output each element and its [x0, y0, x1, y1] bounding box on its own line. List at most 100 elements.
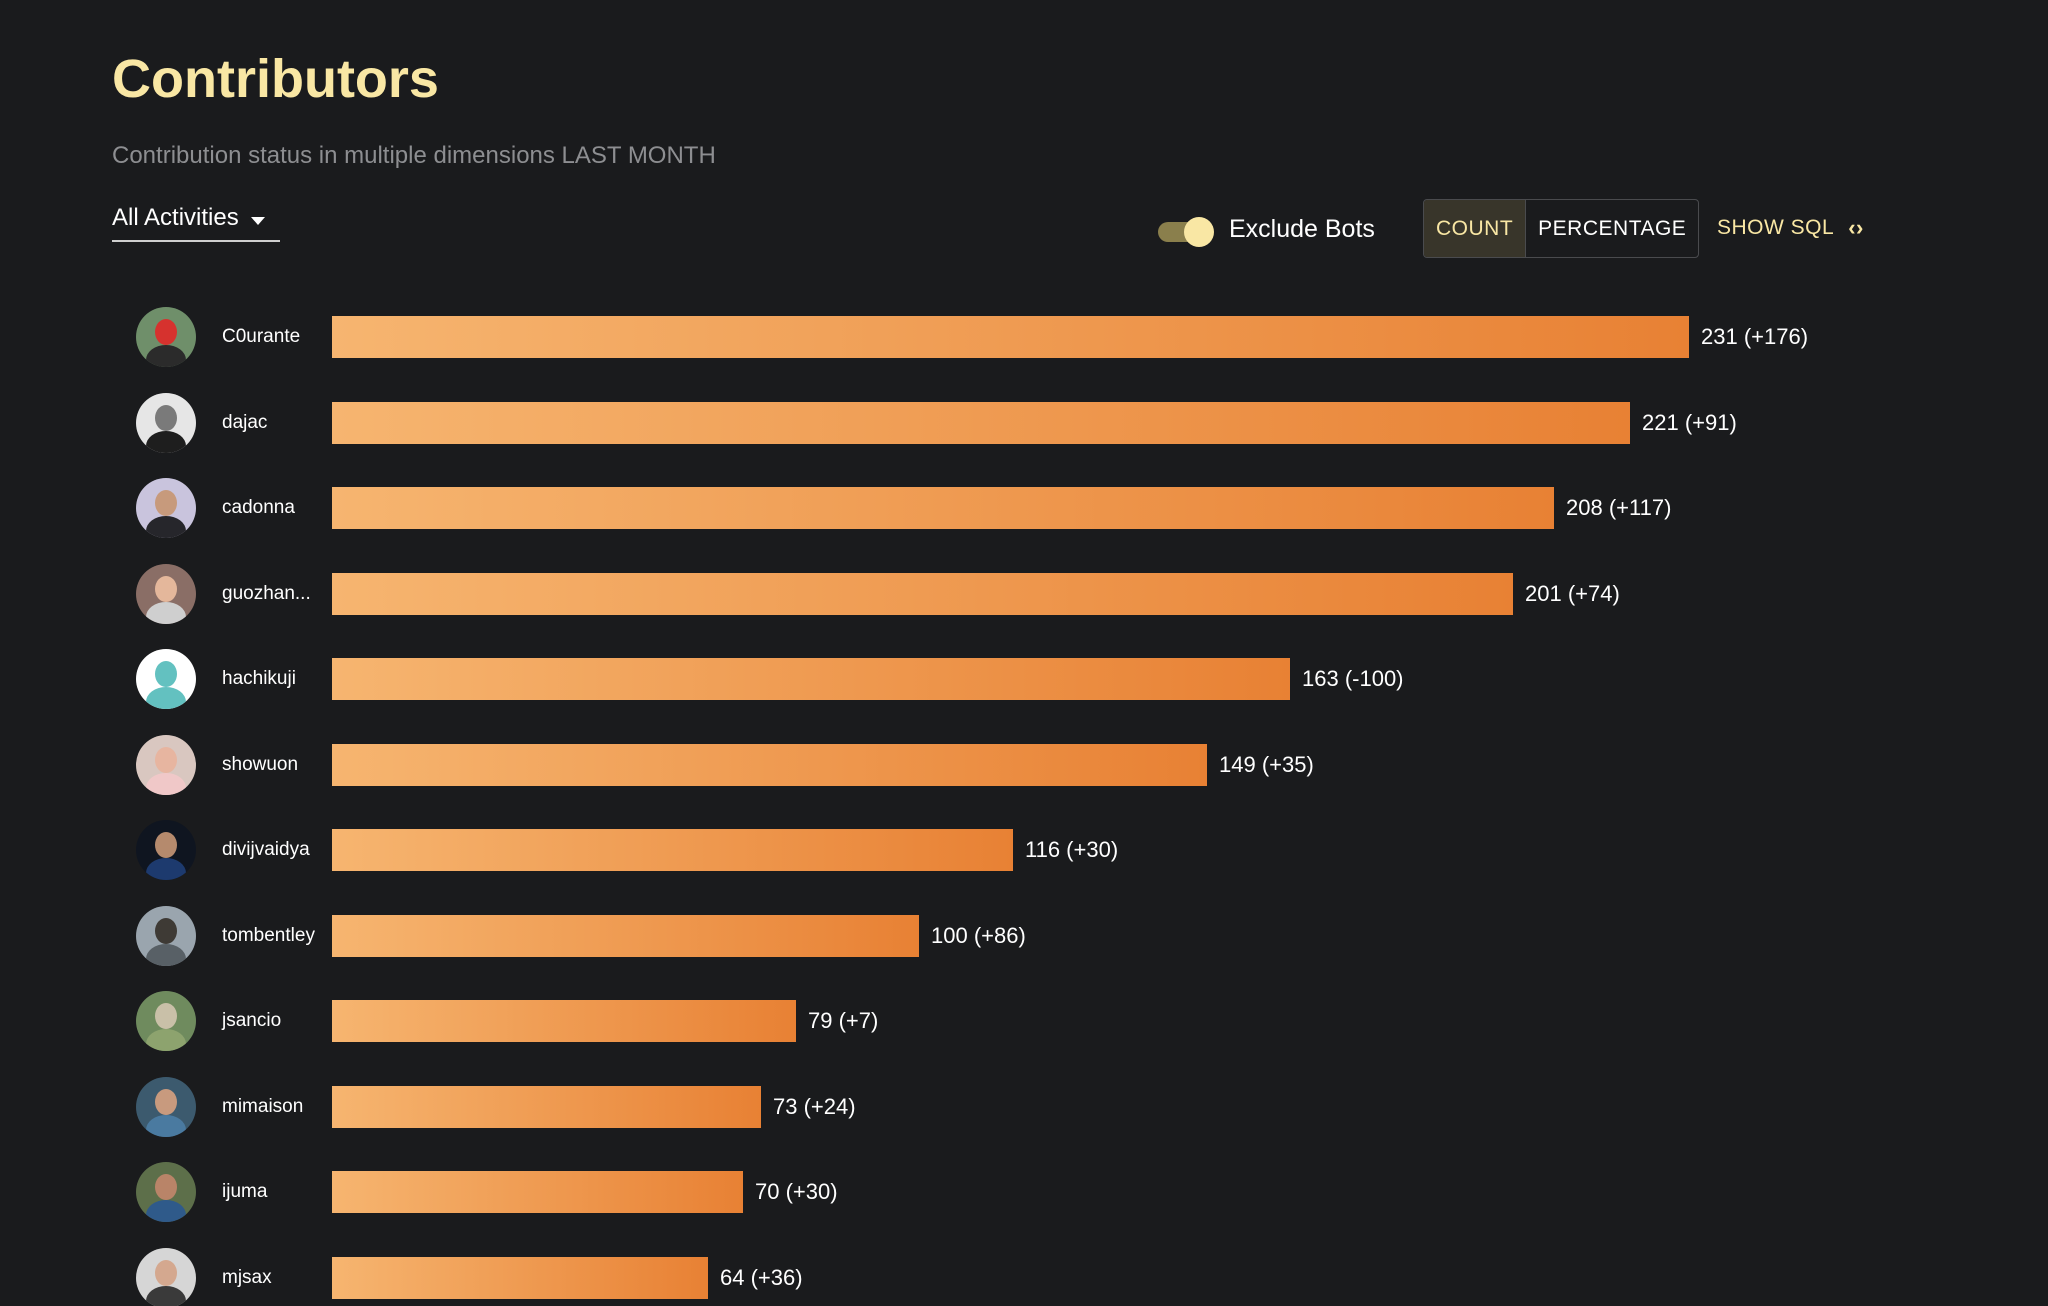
show-sql-label: SHOW SQL: [1717, 216, 1835, 239]
avatar[interactable]: [136, 905, 196, 966]
avatar-head: [155, 1003, 177, 1029]
avatar-head: [155, 746, 177, 773]
bar-value-label: 79 (+7): [808, 1008, 879, 1033]
avatar[interactable]: [136, 1076, 196, 1137]
contributor-row: jsancio 79 (+7): [0, 991, 2048, 1051]
avatar-body: [146, 772, 186, 795]
contribution-bar[interactable]: [332, 1000, 796, 1042]
show-sql-button[interactable]: SHOW SQL ‹›: [1717, 212, 1864, 244]
page-title: Contributors: [112, 49, 439, 109]
percentage-button[interactable]: PERCENTAGE: [1538, 217, 1687, 240]
avatar-body: [146, 1029, 186, 1051]
contribution-bar[interactable]: [332, 829, 1013, 871]
avatar[interactable]: [136, 734, 196, 795]
bar-value-label: 201 (+74): [1525, 580, 1620, 606]
contribution-bar[interactable]: [332, 914, 919, 957]
avatar-head: [155, 319, 177, 345]
avatar-head: [155, 1259, 177, 1286]
bar-value-label: 163 (-100): [1302, 666, 1404, 691]
avatar-head: [155, 1088, 177, 1115]
contributor-row: dajac 221 (+91): [0, 392, 2048, 453]
bar-value-label: 64 (+36): [720, 1264, 803, 1290]
contribution-bar[interactable]: [332, 572, 1513, 615]
avatar[interactable]: [136, 991, 196, 1051]
avatar-head: [155, 917, 177, 944]
contributor-name[interactable]: dajac: [222, 411, 268, 433]
contribution-bar[interactable]: [332, 1256, 708, 1299]
avatar-body: [146, 345, 186, 367]
contributor-row: divijvaidya 116 (+30): [0, 820, 2048, 880]
contributor-row: hachikuji 163 (-100): [0, 649, 2048, 709]
avatar-head: [155, 404, 177, 431]
contribution-bar[interactable]: [332, 1171, 743, 1213]
contribution-bar[interactable]: [332, 316, 1689, 358]
exclude-bots-label[interactable]: Exclude Bots: [1229, 215, 1375, 243]
activity-select-label: All Activities: [112, 204, 239, 231]
avatar[interactable]: [136, 1247, 196, 1306]
bar-value-label: 116 (+30): [1025, 837, 1119, 862]
contributor-row: mimaison 73 (+24): [0, 1076, 2048, 1137]
avatar-head: [155, 490, 177, 516]
avatar-body: [146, 601, 186, 624]
contributor-row: mjsax 64 (+36): [0, 1247, 2048, 1306]
count-button[interactable]: COUNT: [1424, 200, 1527, 257]
avatar[interactable]: [136, 1162, 196, 1222]
page-subtitle: Contribution status in multiple dimensio…: [112, 142, 716, 169]
contributor-name[interactable]: C0urante: [222, 326, 301, 347]
contribution-bar[interactable]: [332, 1085, 761, 1128]
contributor-row: cadonna 208 (+117): [0, 478, 2048, 538]
avatar-body: [146, 516, 186, 538]
contribution-bar[interactable]: [332, 658, 1290, 700]
contributor-name[interactable]: divijvaidya: [222, 839, 310, 860]
avatar-head: [155, 1174, 177, 1200]
activity-select[interactable]: All Activities: [112, 202, 280, 242]
bar-value-label: 231 (+176): [1701, 324, 1809, 349]
contributor-row: tombentley 100 (+86): [0, 905, 2048, 966]
bar-value-label: 149 (+35): [1219, 751, 1314, 777]
contributor-name[interactable]: tombentley: [222, 924, 315, 946]
avatar[interactable]: [136, 649, 196, 709]
avatar[interactable]: [136, 307, 196, 367]
avatar-body: [146, 687, 186, 709]
contributor-name[interactable]: ijuma: [222, 1181, 268, 1202]
contributor-name[interactable]: hachikuji: [222, 668, 296, 689]
bar-value-label: 70 (+30): [755, 1179, 838, 1204]
contributor-name[interactable]: guozhan...: [222, 582, 311, 604]
contributor-name[interactable]: showuon: [222, 753, 299, 775]
contribution-bar[interactable]: [332, 487, 1554, 529]
avatar-head: [155, 575, 177, 602]
contributor-name[interactable]: mimaison: [222, 1095, 304, 1117]
exclude-bots-toggle[interactable]: [1156, 214, 1216, 247]
avatar-body: [146, 943, 186, 966]
code-icon: ‹›: [1848, 215, 1864, 240]
contributor-name[interactable]: mjsax: [222, 1266, 272, 1288]
bar-value-label: 221 (+91): [1642, 409, 1737, 435]
contribution-bar[interactable]: [332, 743, 1207, 786]
contribution-bar[interactable]: [332, 401, 1630, 444]
avatar[interactable]: [136, 392, 196, 453]
contributor-name[interactable]: cadonna: [222, 497, 295, 518]
avatar-body: [146, 1114, 186, 1137]
contributor-row: ijuma 70 (+30): [0, 1162, 2048, 1222]
avatar-head: [155, 661, 177, 687]
avatar-head: [155, 832, 177, 858]
contributor-row: showuon 149 (+35): [0, 734, 2048, 795]
bar-value-label: 73 (+24): [773, 1093, 856, 1119]
avatar-body: [146, 1200, 186, 1222]
toggle-thumb: [1184, 217, 1214, 247]
avatar[interactable]: [136, 820, 196, 880]
contributor-name[interactable]: jsancio: [222, 1010, 282, 1031]
contributor-row: C0urante 231 (+176): [0, 307, 2048, 367]
avatar-body: [146, 858, 186, 880]
avatar-body: [146, 1285, 186, 1306]
contributor-row: guozhan... 201 (+74): [0, 563, 2048, 624]
avatar[interactable]: [136, 478, 196, 538]
caret-down-icon: [250, 217, 265, 225]
avatar[interactable]: [136, 563, 196, 624]
avatar-body: [146, 430, 186, 453]
mode-segmented-control: COUNT PERCENTAGE: [1423, 199, 1700, 258]
bar-value-label: 100 (+86): [931, 922, 1026, 948]
bar-value-label: 208 (+117): [1566, 495, 1672, 520]
